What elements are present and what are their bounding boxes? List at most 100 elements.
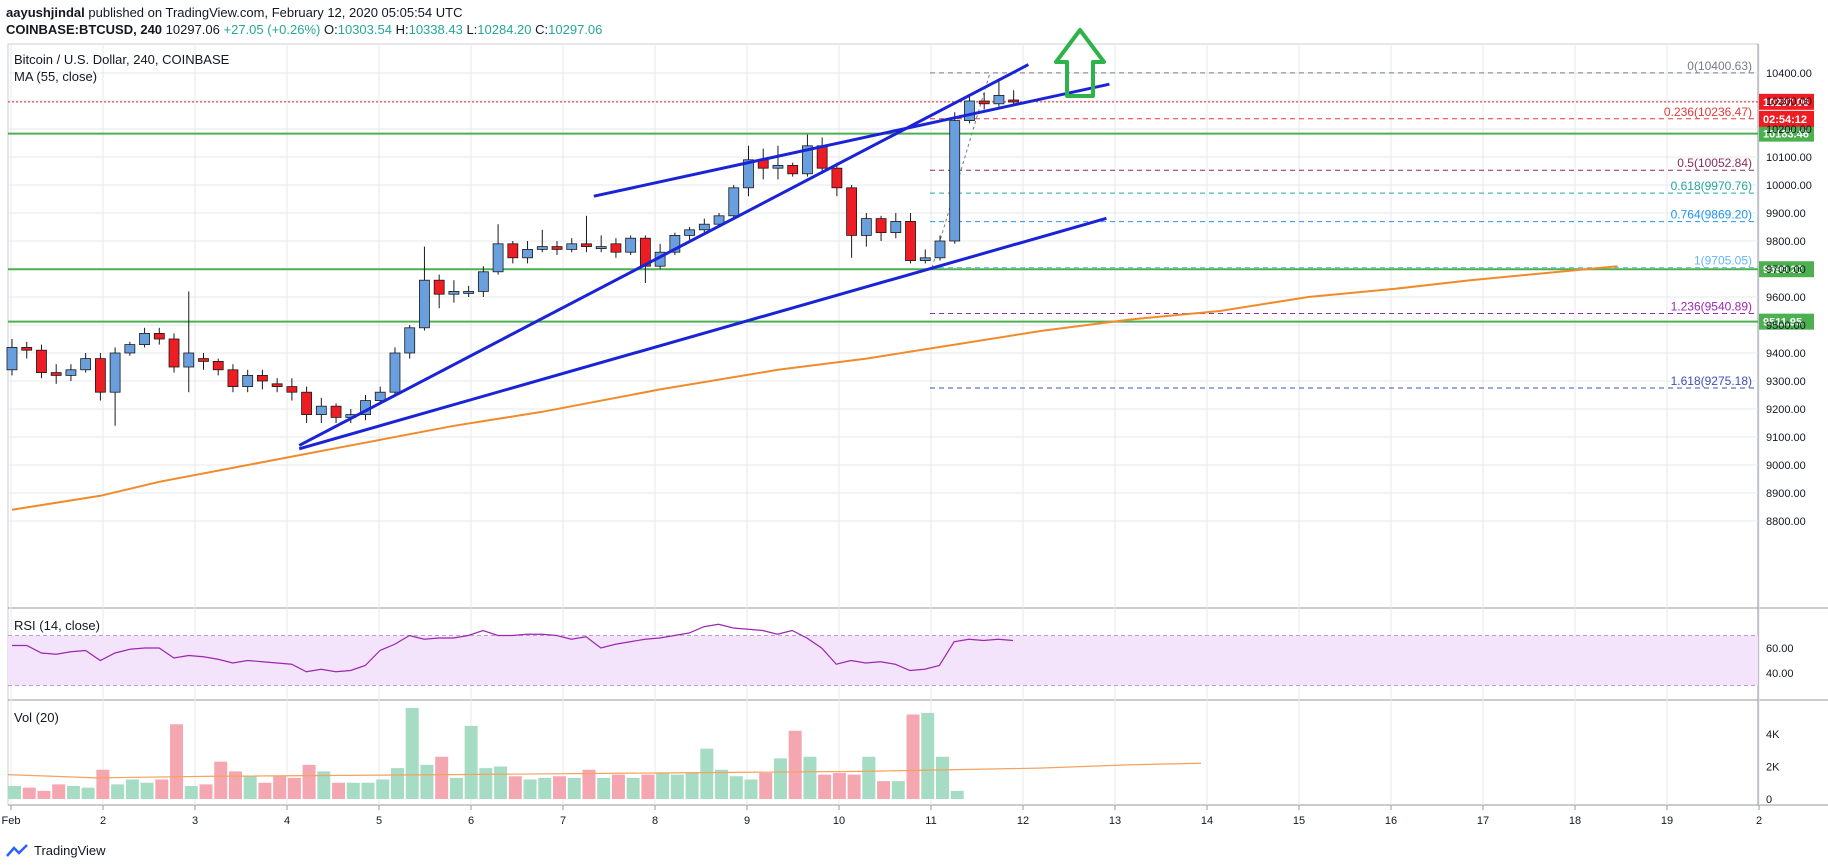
- volume-bar: [906, 714, 920, 799]
- volume-bar: [37, 790, 51, 799]
- candle-body: [257, 374, 268, 382]
- volume-bar: [479, 768, 493, 799]
- volume-bar: [935, 756, 949, 799]
- candle-body: [610, 243, 622, 253]
- candle-body: [301, 391, 313, 416]
- candle-body: [625, 237, 637, 253]
- candle-body: [831, 167, 843, 189]
- close-label: C:: [535, 22, 549, 37]
- volume-legend: Vol (20): [14, 710, 59, 725]
- candle-body: [168, 338, 180, 368]
- candle-body: [183, 352, 195, 368]
- candle-body: [198, 358, 209, 362]
- countdown-label: 02:54:12: [1763, 114, 1807, 126]
- chart-title: Bitcoin / U.S. Dollar, 240, COINBASE: [14, 52, 230, 67]
- candle-body: [698, 223, 710, 231]
- candle-body: [139, 332, 150, 345]
- trend-lines[interactable]: [298, 63, 1110, 451]
- volume-bar: [494, 766, 508, 799]
- publisher-name[interactable]: aayushjindal: [6, 5, 85, 20]
- volume-bar: [96, 769, 110, 799]
- candle-body: [227, 369, 239, 387]
- date-tick-label: 11: [925, 815, 936, 827]
- date-tick-label: 7: [560, 815, 566, 827]
- candles: [6, 81, 1020, 426]
- candle-body: [286, 386, 298, 393]
- ma-legend: MA (55, close): [14, 69, 97, 84]
- candle-body: [551, 246, 563, 250]
- price-tick-label: 9400.00: [1766, 348, 1806, 360]
- date-tick-label: 19: [1661, 815, 1673, 827]
- candle-body: [65, 369, 77, 376]
- candle-body: [919, 257, 931, 261]
- volume-bar: [567, 777, 581, 799]
- candle-body: [1008, 99, 1020, 103]
- volume-bar: [685, 773, 699, 799]
- open-value: 10303.54: [337, 22, 392, 37]
- candle-body: [124, 344, 136, 354]
- up-arrow-icon[interactable]: [1054, 28, 1106, 98]
- price-tick-label: 8900.00: [1766, 488, 1806, 500]
- volume-bar: [287, 777, 301, 799]
- tradingview-brand[interactable]: TradingView: [6, 843, 106, 858]
- volume-bar: [184, 786, 198, 799]
- price-tick-label: 10000.00: [1766, 180, 1812, 192]
- candle-body: [581, 243, 592, 248]
- volume-bar: [8, 786, 21, 799]
- candle-body: [492, 243, 504, 273]
- volume-bar: [317, 771, 331, 799]
- candle-body: [772, 164, 784, 169]
- fibonacci-retracement[interactable]: 0(10400.63) 0.236(10236.47) 0.5(10052.84) 0…: [930, 59, 1758, 389]
- close-value: 10297.06: [548, 22, 603, 37]
- candle-body: [684, 229, 695, 236]
- candle-body: [242, 374, 254, 387]
- candle-body: [787, 164, 799, 175]
- volume-bar: [877, 781, 891, 799]
- volume-tick-label: 4K: [1766, 729, 1780, 741]
- date-tick-label: 16: [1385, 815, 1397, 827]
- volume-bar: [670, 774, 684, 799]
- volume-bar: [170, 724, 184, 799]
- price-tick-label: 10200.00: [1766, 124, 1812, 136]
- candle-body: [949, 120, 961, 242]
- date-tick-label: 6: [468, 815, 474, 827]
- candle-body: [271, 383, 283, 387]
- low-label: L:: [466, 22, 478, 37]
- publish-text: published on TradingView.com, February 1…: [88, 5, 463, 20]
- ma-55-line: [11, 265, 1618, 511]
- date-tick-label: 4: [284, 815, 290, 827]
- rsi-tick-label: 60.00: [1766, 643, 1794, 655]
- volume-bar: [773, 758, 787, 799]
- volume-bar: [346, 782, 360, 799]
- volume-bar: [390, 768, 404, 799]
- volume-bar: [641, 774, 655, 799]
- volume-bar: [435, 756, 449, 799]
- volume-tick-label: 0: [1766, 794, 1772, 806]
- volume-bar: [626, 777, 640, 799]
- candle-body: [433, 279, 445, 295]
- date-tick-label: 13: [1109, 815, 1121, 827]
- price-tick-label: 9700.00: [1766, 264, 1806, 276]
- volume-bar: [759, 773, 773, 799]
- volume-bar: [597, 777, 611, 799]
- last-price: 10297.06: [165, 22, 220, 37]
- volume-bar: [803, 756, 817, 799]
- price-tick-label: 10400.00: [1766, 68, 1812, 80]
- candle-body: [153, 332, 165, 340]
- volume-bar: [199, 784, 213, 799]
- date-tick-label: 17: [1477, 815, 1489, 827]
- price-tick-label: 10100.00: [1766, 152, 1812, 164]
- candle-body: [330, 405, 342, 418]
- rsi-legend: RSI (14, close): [14, 618, 100, 633]
- trend-line: [593, 82, 1110, 198]
- volume-bar: [81, 787, 95, 799]
- date-tick-label: 18: [1569, 815, 1581, 827]
- volume-bar: [464, 725, 478, 799]
- volume-bar: [950, 790, 964, 799]
- price-tick-label: 9200.00: [1766, 404, 1806, 416]
- support-price-label: 9511.95: [1763, 317, 1802, 329]
- volume-bar: [111, 784, 125, 799]
- volume-bar: [361, 782, 375, 799]
- volume-bar: [449, 777, 463, 799]
